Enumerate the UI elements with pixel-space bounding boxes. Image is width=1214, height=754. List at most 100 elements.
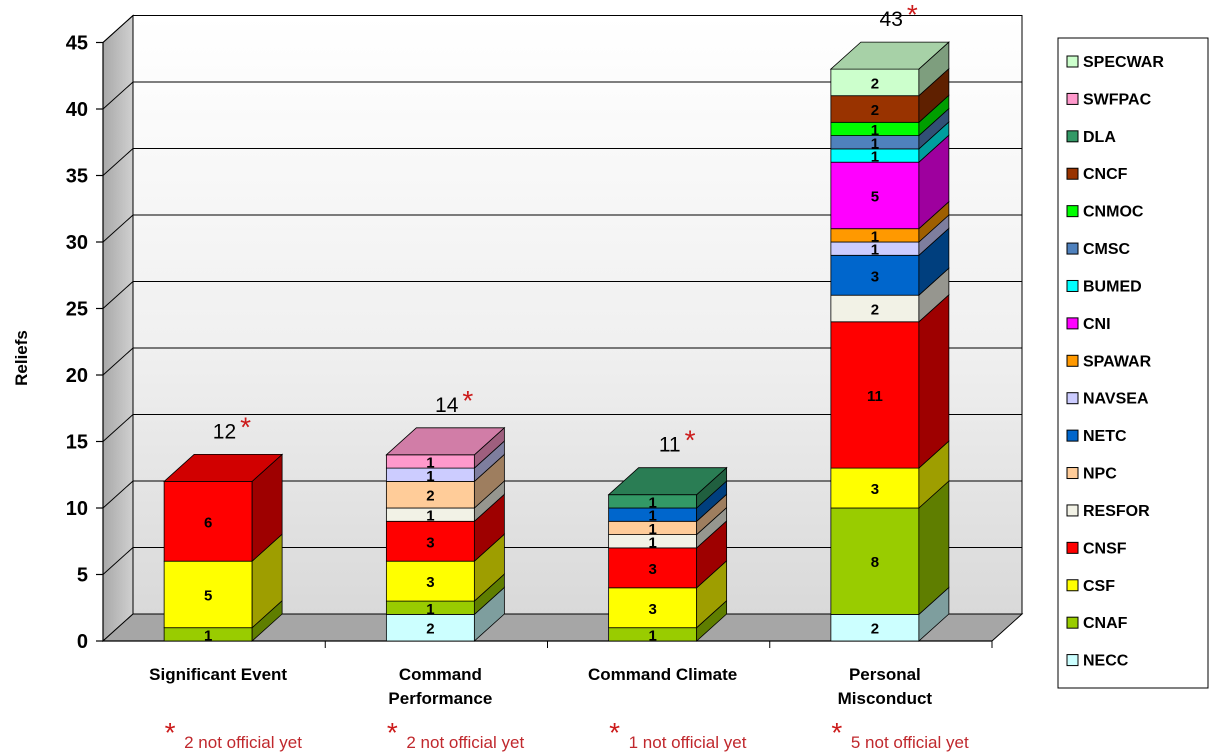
bar-segment-csf — [830, 467, 920, 509]
bar-value-label: 2 — [871, 302, 879, 319]
note-text: 5 not official yet — [851, 733, 969, 752]
bar-value-label: 2 — [871, 102, 879, 119]
note-text: 2 not official yet — [184, 733, 302, 752]
bar-segment-necc — [385, 614, 475, 642]
legend-label-bumed: BUMED — [1083, 278, 1142, 295]
legend-label-csf: CSF — [1083, 578, 1115, 595]
legend-label-dla: DLA — [1083, 129, 1116, 146]
legend-swatch-resfor — [1066, 504, 1079, 517]
legend-label-resfor: RESFOR — [1083, 503, 1150, 520]
legend-label-swfpac: SWFPAC — [1083, 91, 1152, 108]
legend-swatch-cmsc — [1066, 242, 1079, 255]
bar-segment-netc — [830, 254, 920, 296]
gridline-side — [102, 547, 134, 575]
bar-value-label: 2 — [426, 488, 434, 505]
legend-box — [1057, 37, 1209, 689]
legend-label-spawar: SPAWAR — [1083, 353, 1152, 370]
bar-value-label: 3 — [426, 534, 434, 551]
bar-segment-cnsf — [608, 547, 698, 589]
bar-total-star: * — [240, 411, 251, 442]
legend-label-cmsc: CMSC — [1083, 241, 1131, 258]
bar-value-label: 1 — [871, 135, 879, 152]
bar-value-label: 1 — [426, 508, 434, 525]
category-label: Significant Event — [149, 665, 287, 684]
legend-swatch-npc — [1066, 467, 1079, 480]
legend-swatch-csf — [1066, 579, 1079, 592]
legend-swatch-specwar — [1066, 55, 1079, 68]
y-tick-label: 10 — [66, 498, 88, 520]
legend-swatch-dla — [1066, 130, 1079, 143]
legend-swatch-navsea — [1066, 392, 1079, 405]
bar-value-label: 2 — [426, 621, 434, 638]
legend-label-navsea: NAVSEA — [1083, 391, 1149, 408]
y-tick-label: 15 — [66, 432, 88, 454]
bar-side-cnsf — [918, 293, 950, 469]
bar-value-label: 1 — [871, 149, 879, 166]
bar-segment-cnsf — [830, 321, 920, 469]
bar-value-label: 5 — [204, 587, 212, 604]
bar-total-star: * — [685, 425, 696, 456]
bar-top — [607, 467, 728, 496]
bar-value-label: 1 — [648, 521, 656, 538]
legend-swatch-spawar — [1066, 354, 1079, 367]
bar-value-label: 3 — [426, 574, 434, 591]
y-tick-label: 25 — [66, 299, 88, 321]
legend-swatch-swfpac — [1066, 92, 1079, 105]
bar-total-label: 14 — [435, 394, 459, 417]
legend-label-cnaf: CNAF — [1083, 615, 1128, 632]
gridline-side — [102, 480, 134, 509]
legend-label-cncf: CNCF — [1083, 166, 1128, 183]
note-star: * — [165, 717, 176, 748]
legend-label-specwar: SPECWAR — [1083, 54, 1164, 71]
bar-segment-specwar — [830, 68, 920, 97]
legend-swatch-necc — [1066, 654, 1079, 667]
bar-value-label: 8 — [871, 554, 879, 571]
legend-label-cnmoc: CNMOC — [1083, 204, 1144, 221]
note-text: 2 not official yet — [406, 733, 524, 752]
bar-segment-csf — [163, 560, 253, 629]
legend-swatch-cnsf — [1066, 541, 1079, 554]
y-tick-label: 20 — [66, 365, 88, 387]
bar-value-label: 1 — [648, 627, 656, 644]
gridline-side — [102, 414, 134, 442]
bar-top — [829, 41, 950, 70]
y-tick-label: 0 — [77, 631, 88, 653]
bar-value-label: 2 — [871, 621, 879, 638]
gridline-side — [102, 15, 134, 43]
bar-total-star: * — [907, 0, 918, 30]
legend-swatch-cnaf — [1066, 616, 1079, 629]
bar-value-label: 1 — [871, 228, 879, 245]
category-label: Performance — [388, 689, 492, 708]
legend-label-netc: NETC — [1083, 428, 1127, 445]
note-star: * — [387, 717, 398, 748]
bar-segment-necc — [830, 614, 920, 642]
legend-swatch-cncf — [1066, 167, 1079, 180]
y-tick-label: 40 — [66, 99, 88, 121]
y-tick-label: 45 — [66, 33, 88, 55]
bar-segment-resfor — [830, 294, 920, 323]
bar-value-label: 5 — [871, 188, 879, 205]
y-tick-label: 30 — [66, 232, 88, 254]
bar-top — [163, 453, 284, 482]
bar-value-label: 3 — [648, 561, 656, 578]
bar-value-label: 3 — [871, 268, 879, 285]
bar-value-label: 1 — [871, 122, 879, 139]
bar-value-label: 11 — [867, 388, 883, 405]
side-wall — [102, 14, 134, 643]
legend-label-necc: NECC — [1083, 653, 1129, 670]
gridline-side — [102, 281, 134, 309]
note-text: 1 not official yet — [629, 733, 747, 752]
legend-label-npc: NPC — [1083, 466, 1117, 483]
bar-total-label: 43 — [880, 8, 903, 31]
category-label: Command Climate — [588, 665, 737, 684]
bar-total-label: 12 — [213, 420, 236, 443]
bar-value-label: 1 — [871, 242, 879, 259]
bar-value-label: 1 — [426, 454, 434, 471]
gridline-side — [102, 81, 134, 110]
legend-swatch-netc — [1066, 429, 1079, 442]
legend-swatch-cnmoc — [1066, 205, 1079, 218]
bar-segment-cnsf — [163, 480, 253, 562]
category-label: Personal — [849, 665, 921, 684]
